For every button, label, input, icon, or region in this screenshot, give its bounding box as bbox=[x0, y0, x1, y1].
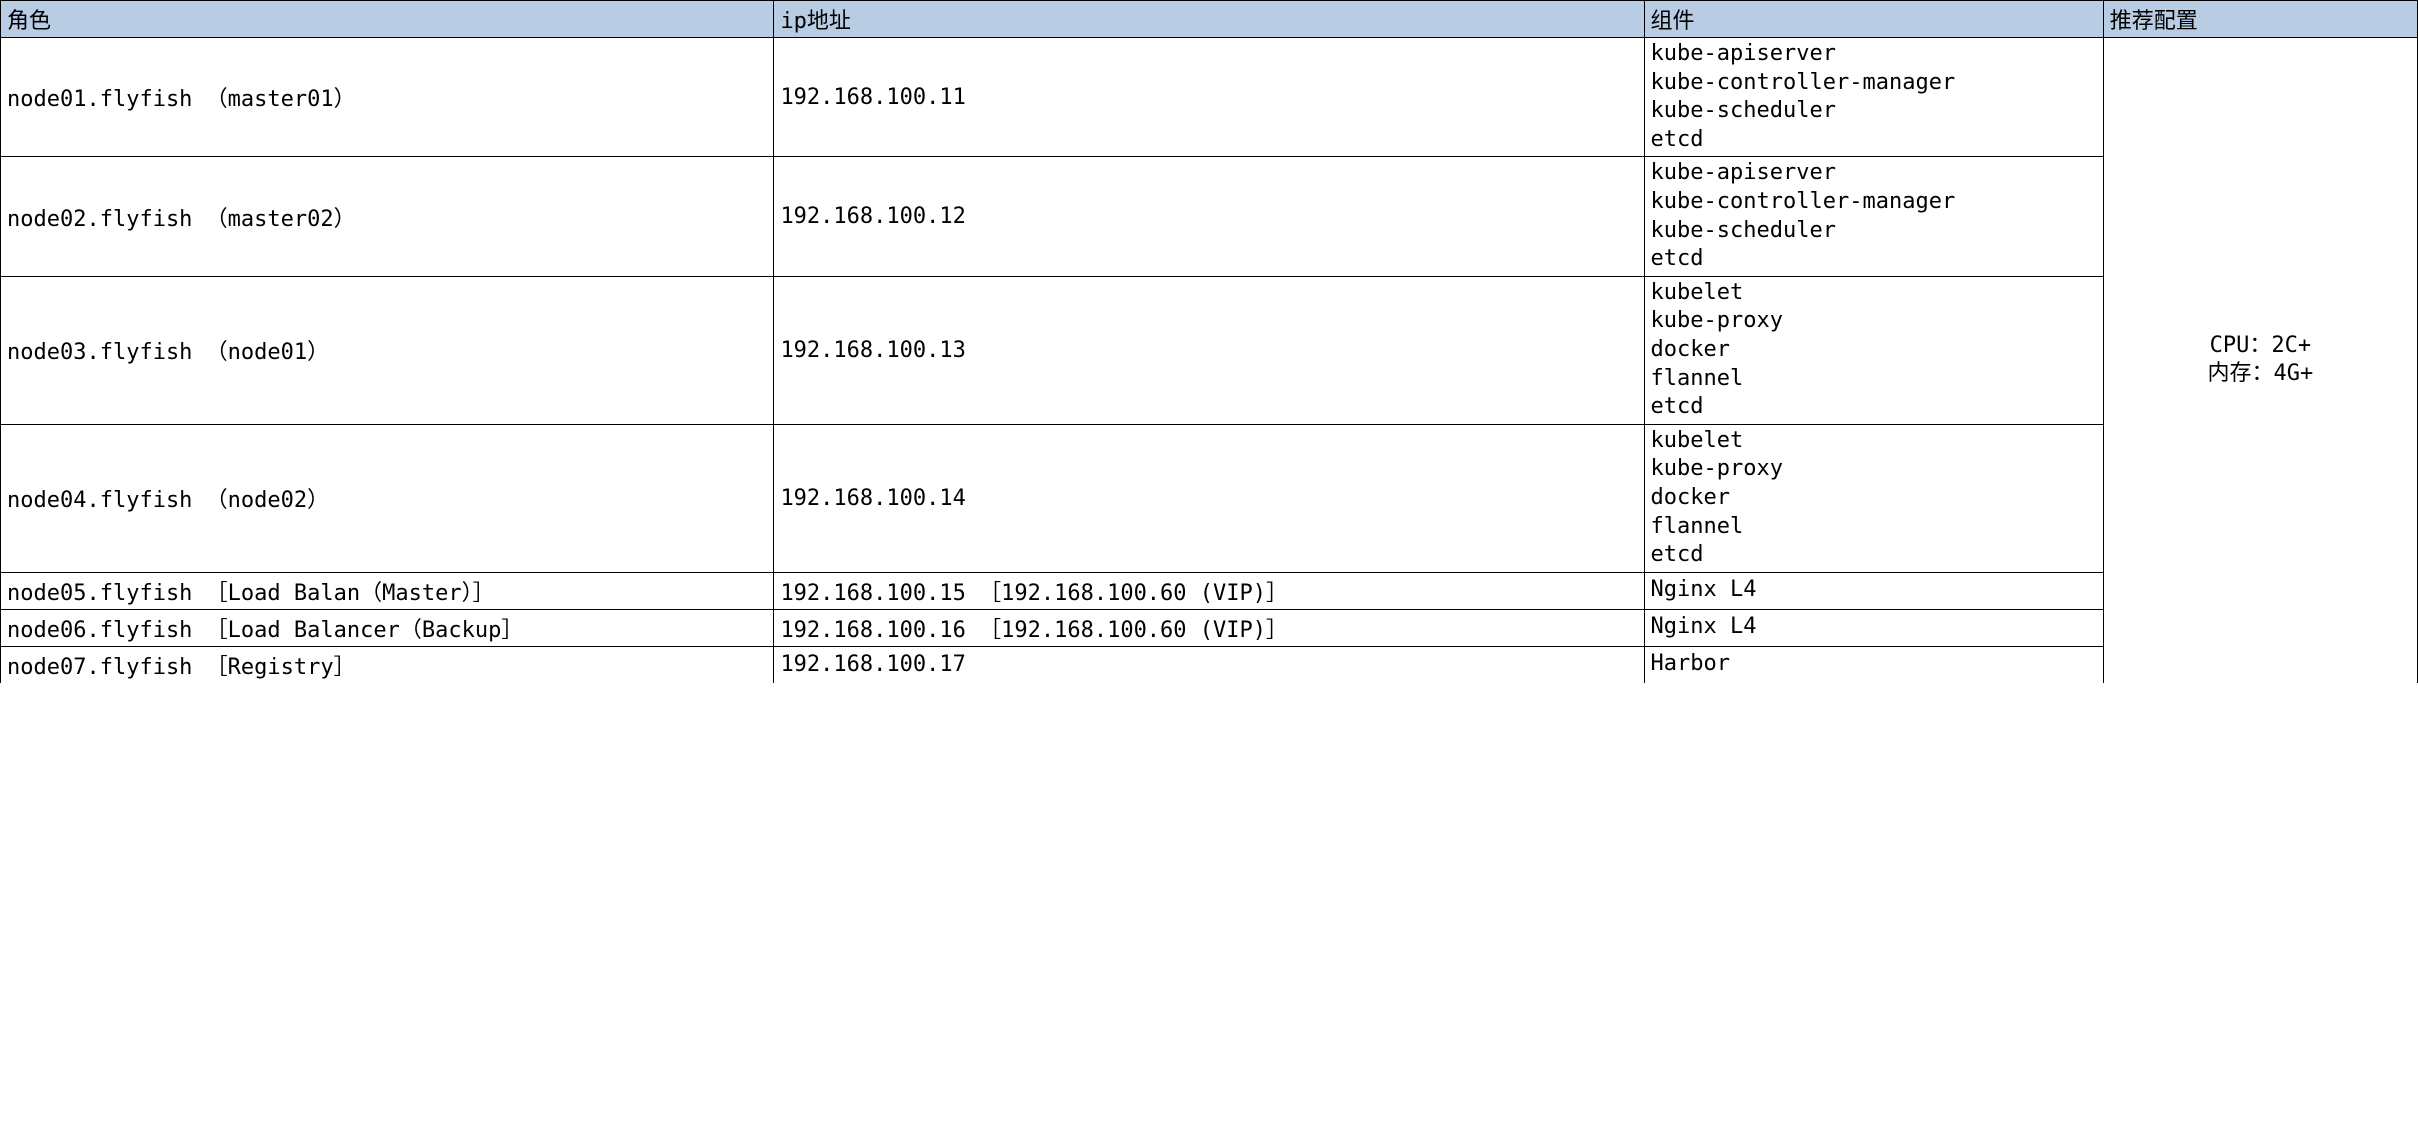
cell-ip: 192.168.100.12 bbox=[774, 157, 1644, 276]
header-components: 组件 bbox=[1644, 1, 2103, 38]
header-config: 推荐配置 bbox=[2103, 1, 2417, 38]
cell-components: Nginx L4 bbox=[1644, 572, 2103, 609]
cell-components: Harbor bbox=[1644, 646, 2103, 683]
cell-role: node03.flyfish （node01） bbox=[1, 276, 774, 424]
header-role: 角色 bbox=[1, 1, 774, 38]
cell-ip: 192.168.100.17 bbox=[774, 646, 1644, 683]
cell-components: kube-apiserver kube-controller-manager k… bbox=[1644, 38, 2103, 157]
cell-role: node04.flyfish （node02） bbox=[1, 424, 774, 572]
table-row: node01.flyfish （master01） 192.168.100.11… bbox=[1, 38, 2418, 157]
cell-config-merged: CPU：2C+ 内存：4G+ bbox=[2103, 38, 2417, 683]
cell-ip: 192.168.100.16 ［192.168.100.60 (VIP)］ bbox=[774, 609, 1644, 646]
table-row: node02.flyfish （master02） 192.168.100.12… bbox=[1, 157, 2418, 276]
cell-ip: 192.168.100.11 bbox=[774, 38, 1644, 157]
cell-ip: 192.168.100.13 bbox=[774, 276, 1644, 424]
cell-components: kubelet kube-proxy docker flannel etcd bbox=[1644, 424, 2103, 572]
table-row: node07.flyfish ［Registry］ 192.168.100.17… bbox=[1, 646, 2418, 683]
node-config-table: 角色 ip地址 组件 推荐配置 node01.flyfish （master01… bbox=[0, 0, 2418, 683]
cell-components: kubelet kube-proxy docker flannel etcd bbox=[1644, 276, 2103, 424]
cell-ip: 192.168.100.14 bbox=[774, 424, 1644, 572]
cell-components: kube-apiserver kube-controller-manager k… bbox=[1644, 157, 2103, 276]
table-header-row: 角色 ip地址 组件 推荐配置 bbox=[1, 1, 2418, 38]
cell-role: node02.flyfish （master02） bbox=[1, 157, 774, 276]
table-row: node06.flyfish ［Load Balancer（Backup］ 19… bbox=[1, 609, 2418, 646]
cell-role: node05.flyfish ［Load Balan（Master）］ bbox=[1, 572, 774, 609]
cell-role: node06.flyfish ［Load Balancer（Backup］ bbox=[1, 609, 774, 646]
cell-role: node07.flyfish ［Registry］ bbox=[1, 646, 774, 683]
cell-ip: 192.168.100.15 ［192.168.100.60 (VIP)］ bbox=[774, 572, 1644, 609]
table-row: node05.flyfish ［Load Balan（Master）］ 192.… bbox=[1, 572, 2418, 609]
table-row: node03.flyfish （node01） 192.168.100.13 k… bbox=[1, 276, 2418, 424]
header-ip: ip地址 bbox=[774, 1, 1644, 38]
cell-role: node01.flyfish （master01） bbox=[1, 38, 774, 157]
cell-components: Nginx L4 bbox=[1644, 609, 2103, 646]
table-row: node04.flyfish （node02） 192.168.100.14 k… bbox=[1, 424, 2418, 572]
